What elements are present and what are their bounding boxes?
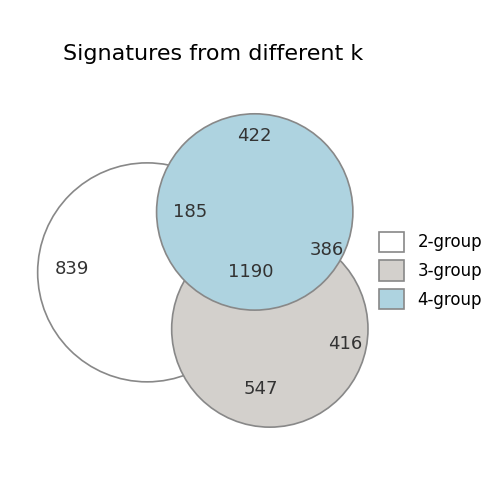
Circle shape — [157, 114, 353, 310]
Text: 839: 839 — [54, 260, 89, 278]
Text: 386: 386 — [309, 241, 344, 259]
Legend: 2-group, 3-group, 4-group: 2-group, 3-group, 4-group — [370, 223, 490, 318]
Text: 1190: 1190 — [228, 264, 274, 281]
Text: 547: 547 — [243, 381, 278, 398]
Text: 185: 185 — [173, 203, 208, 221]
Circle shape — [172, 231, 368, 427]
Title: Signatures from different k: Signatures from different k — [63, 44, 363, 65]
Text: 422: 422 — [237, 128, 272, 146]
Text: 416: 416 — [328, 335, 362, 353]
